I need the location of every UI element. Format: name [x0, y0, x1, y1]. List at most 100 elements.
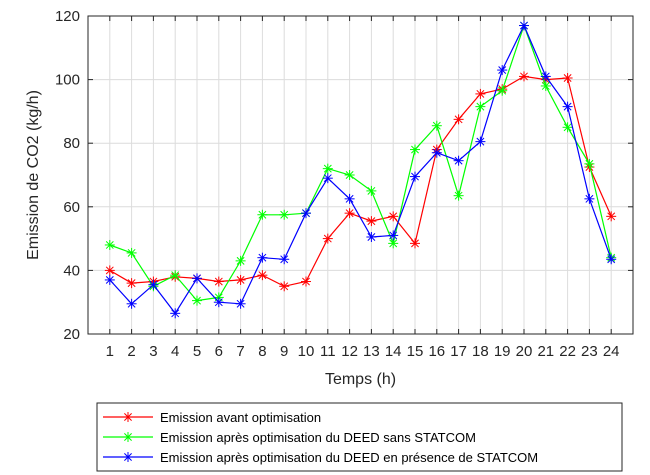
data-point — [301, 208, 311, 219]
data-point — [453, 114, 464, 125]
y-tick-label: 100 — [55, 72, 80, 89]
data-point — [257, 252, 268, 263]
data-point — [257, 270, 268, 281]
x-tick-label: 12 — [341, 343, 358, 360]
data-point — [192, 273, 202, 284]
data-point — [235, 298, 246, 309]
x-tick-label: 19 — [494, 343, 511, 360]
data-point — [170, 270, 181, 281]
data-point — [104, 265, 115, 276]
series-line — [109, 24, 612, 315]
data-point — [497, 85, 508, 96]
data-point — [584, 158, 595, 169]
data-point — [497, 65, 508, 76]
data-point — [366, 216, 377, 227]
data-point — [453, 190, 464, 201]
series-line — [109, 23, 612, 302]
series-line — [109, 75, 612, 287]
x-tick-label: 24 — [603, 343, 620, 360]
x-tick-label: 1 — [106, 343, 114, 360]
data-point — [170, 308, 181, 319]
x-tick-label: 11 — [320, 343, 336, 360]
data-point — [279, 209, 290, 220]
data-point — [148, 279, 159, 290]
x-tick-label: 18 — [472, 343, 489, 360]
y-tick-label: 20 — [63, 326, 80, 343]
x-axis-label: Temps (h) — [325, 371, 396, 388]
data-point — [431, 147, 442, 158]
data-point — [388, 211, 399, 222]
legend-item: Emission après optimisation du DEED sans… — [103, 430, 476, 445]
legend: Emission avant optimisation Emission aprè… — [96, 402, 623, 472]
data-point — [344, 193, 355, 204]
ticks: 1 2 3 4 5 6 7 8 9 10 11 12 13 14 15 16 17 18 19 20 21 22 23 242… — [55, 8, 633, 360]
data-point — [104, 274, 115, 285]
data-point — [344, 170, 355, 180]
data-point — [388, 230, 399, 241]
plot-frame — [87, 15, 634, 335]
x-tick-label: 23 — [581, 343, 598, 360]
data-point — [123, 432, 133, 442]
x-tick-label: 15 — [407, 343, 424, 360]
x-tick-label: 21 — [537, 343, 554, 360]
data-point — [126, 247, 137, 258]
y-tick-label: 40 — [63, 262, 80, 279]
data-point — [410, 238, 420, 249]
data-point — [562, 73, 573, 84]
x-tick-label: 8 — [258, 343, 266, 360]
data-point — [410, 144, 420, 155]
data-point — [475, 88, 486, 99]
data-point — [279, 254, 290, 265]
x-tick-label: 22 — [559, 343, 576, 360]
legend-label: Emission avant optimisation — [160, 410, 321, 425]
data-point — [104, 239, 115, 250]
data-point — [123, 452, 133, 462]
x-tick-label: 5 — [193, 343, 201, 360]
grid — [88, 15, 633, 335]
data-point — [475, 101, 486, 112]
x-tick-label: 13 — [363, 343, 380, 360]
y-axis-label: Emission de CO2 (kg/h) — [25, 90, 42, 260]
data-point — [606, 254, 617, 265]
series-1 — [104, 71, 617, 292]
x-tick-label: 6 — [215, 343, 223, 360]
legend-item: Emission avant optimisation — [103, 410, 321, 425]
x-tick-label: 2 — [127, 343, 135, 360]
data-point — [235, 255, 246, 266]
legend-item: Emission après optimisation du DEED en p… — [103, 450, 538, 465]
data-point — [123, 412, 133, 422]
x-tick-label: 4 — [171, 343, 179, 360]
data-point — [213, 276, 224, 287]
data-point — [606, 211, 617, 222]
legend-box — [96, 402, 623, 472]
x-tick-label: 10 — [298, 343, 315, 360]
data-point — [322, 163, 333, 174]
series-3 — [104, 20, 617, 319]
data-point — [126, 278, 137, 289]
y-tick-label: 120 — [55, 8, 80, 25]
data-point — [584, 193, 595, 204]
data-point — [562, 122, 573, 133]
x-tick-label: 16 — [428, 343, 445, 360]
x-tick-label: 9 — [280, 343, 288, 360]
data-point — [322, 233, 333, 244]
data-point — [410, 171, 420, 182]
legend-label: Emission après optimisation du DEED en p… — [160, 450, 538, 465]
data-point — [235, 274, 246, 285]
y-tick-label: 60 — [63, 199, 80, 216]
data-point — [431, 120, 442, 131]
x-tick-label: 20 — [516, 343, 533, 360]
x-tick-label: 17 — [450, 343, 467, 360]
x-tick-label: 14 — [385, 343, 402, 360]
data-point — [540, 80, 551, 91]
data-point — [213, 297, 224, 308]
data-point — [366, 232, 377, 243]
x-tick-label: 3 — [149, 343, 157, 360]
data-point — [519, 71, 529, 82]
legend-label: Emission après optimisation du DEED sans… — [160, 430, 476, 445]
data-point — [475, 136, 486, 147]
data-point — [366, 185, 377, 196]
data-point — [279, 281, 290, 292]
series-layer — [104, 20, 617, 319]
